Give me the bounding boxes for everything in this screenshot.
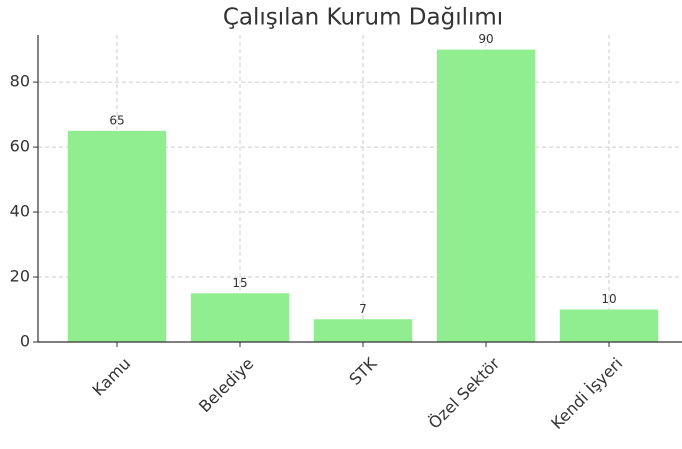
value-label: 7 xyxy=(359,302,367,316)
chart-title: Çalışılan Kurum Dağılımı xyxy=(223,5,503,31)
x-tick-label: Kamu xyxy=(89,354,135,400)
bar xyxy=(313,319,413,342)
x-tick-label: Belediye xyxy=(195,354,257,416)
y-tick-label: 20 xyxy=(10,267,30,286)
y-tick-label: 60 xyxy=(10,137,30,156)
bar xyxy=(559,309,659,342)
y-tick-label: 0 xyxy=(20,332,30,351)
value-label: 15 xyxy=(232,276,247,290)
y-tick-label: 80 xyxy=(10,72,30,91)
bar xyxy=(436,49,536,342)
x-tick-label: Kendi İşyeri xyxy=(547,354,626,433)
value-label: 10 xyxy=(601,292,616,306)
bar xyxy=(67,130,167,342)
x-tick-label: STK xyxy=(345,354,380,389)
y-tick-label: 40 xyxy=(10,202,30,221)
value-label: 90 xyxy=(478,32,493,46)
bar xyxy=(190,293,290,342)
value-label: 65 xyxy=(109,113,124,127)
x-tick-label: Özel Sektör xyxy=(425,354,504,433)
